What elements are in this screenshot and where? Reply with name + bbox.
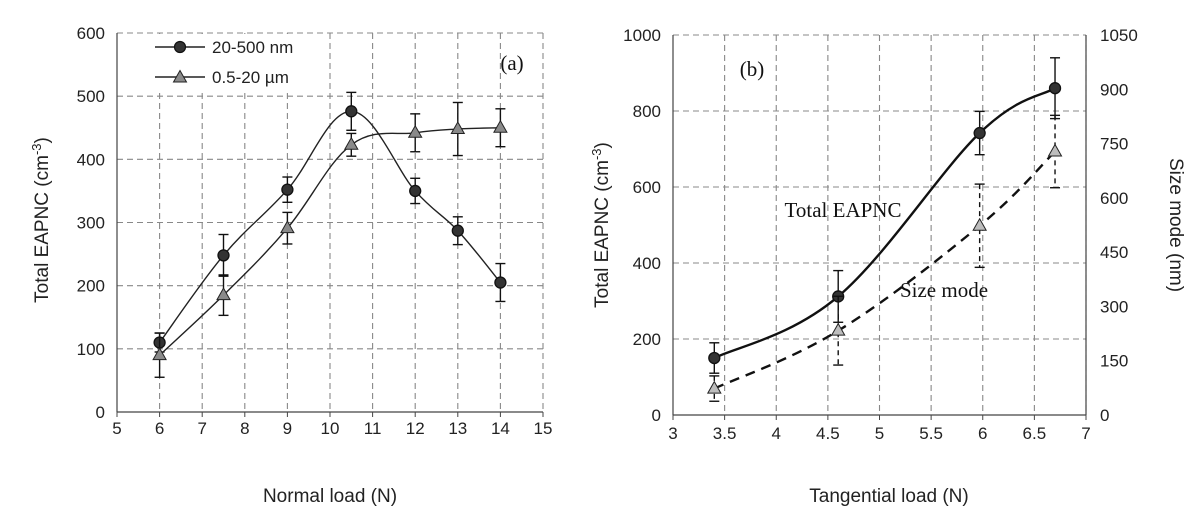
x-tick-label: 15 bbox=[534, 419, 553, 438]
data-point-triangle bbox=[407, 124, 423, 138]
chart-b-y2label: Size mode (nm) bbox=[1165, 158, 1186, 292]
y-tick-label: 100 bbox=[77, 340, 105, 359]
y-tick-label: 600 bbox=[77, 24, 105, 43]
data-point-triangle bbox=[1047, 143, 1063, 157]
y-tick-label: 200 bbox=[77, 277, 105, 296]
y2-tick-label: 900 bbox=[1100, 80, 1128, 99]
x-tick-label: 8 bbox=[240, 419, 249, 438]
chart-b-series bbox=[706, 57, 1063, 402]
chart-b-grid bbox=[673, 34, 1087, 415]
y2-tick-label: 300 bbox=[1100, 297, 1128, 316]
data-point-triangle bbox=[493, 119, 508, 133]
chart-a-series bbox=[152, 91, 508, 378]
y2-tick-label: 1050 bbox=[1100, 26, 1138, 45]
x-tick-label: 12 bbox=[406, 419, 425, 438]
y-tick-label: 0 bbox=[652, 406, 661, 425]
chart-a-ylabel: Total EAPNC (cm-3) bbox=[29, 137, 53, 303]
x-tick-label: 5 bbox=[112, 419, 121, 438]
legend-marker-um bbox=[172, 69, 188, 83]
y2-tick-label: 450 bbox=[1100, 243, 1128, 262]
series-line-1 bbox=[713, 150, 1056, 390]
data-point-circle bbox=[708, 351, 721, 365]
legend-label-um: 0.5-20 µm bbox=[212, 68, 289, 87]
x-tick-label: 11 bbox=[364, 419, 382, 438]
chart-a-axes bbox=[116, 33, 544, 417]
x-tick-label: 10 bbox=[321, 419, 340, 438]
x-tick-label: 6 bbox=[155, 419, 164, 438]
x-tick-label: 4 bbox=[772, 424, 781, 443]
x-tick-label: 13 bbox=[448, 419, 467, 438]
data-point-circle bbox=[409, 184, 422, 198]
series-line-1 bbox=[159, 127, 501, 356]
y-tick-label: 400 bbox=[633, 254, 661, 273]
chart-b-ticks: 3 3.5 4 4.5 5 5.5 6 6.5 702004006008001000015030… bbox=[623, 26, 1138, 443]
x-tick-label: 6 bbox=[978, 424, 987, 443]
data-point-circle bbox=[451, 224, 464, 237]
x-tick-label: 3 bbox=[668, 424, 677, 443]
chart-b: 3 3.5 4 4.5 5 5.5 6 6.5 702004006008001000015030… bbox=[589, 26, 1186, 507]
data-point-triangle bbox=[972, 217, 988, 231]
y2-tick-label: 0 bbox=[1100, 406, 1109, 425]
data-point-circle bbox=[494, 276, 507, 289]
chart-b-xlabel: Tangential load (N) bbox=[809, 486, 968, 507]
data-point-triangle bbox=[450, 120, 466, 135]
legend-marker-nm bbox=[173, 40, 187, 54]
x-tick-label: 5.5 bbox=[919, 424, 943, 443]
chart-a-ticks: 5 6 7 8 9 10 11 12 13 14 15 0 100 200 300 400 500 600 bbox=[77, 24, 553, 438]
data-point-circle bbox=[1048, 82, 1062, 95]
data-point-circle bbox=[973, 126, 986, 140]
y2-tick-label: 600 bbox=[1100, 189, 1128, 208]
data-point-triangle bbox=[280, 220, 295, 234]
data-point-triangle bbox=[152, 347, 167, 361]
y-tick-label: 800 bbox=[633, 102, 661, 121]
chart-b-annotation-total: Total EAPNC bbox=[785, 198, 902, 222]
chart-a-xlabel: Normal load (N) bbox=[263, 486, 397, 507]
y-tick-label: 0 bbox=[96, 403, 105, 422]
y-tick-label: 600 bbox=[633, 178, 661, 197]
chart-b-ylabel: Total EAPNC (cm-3) bbox=[589, 142, 613, 308]
y-tick-label: 400 bbox=[77, 150, 105, 169]
x-tick-label: 14 bbox=[491, 419, 510, 438]
chart-b-axes bbox=[672, 35, 1087, 420]
x-tick-label: 7 bbox=[197, 419, 206, 438]
legend-background bbox=[118, 34, 328, 92]
x-tick-label: 9 bbox=[283, 419, 292, 438]
y-tick-label: 300 bbox=[77, 214, 105, 233]
series-line-0 bbox=[713, 87, 1056, 360]
data-point-circle bbox=[345, 105, 358, 118]
data-point-triangle bbox=[216, 287, 231, 301]
chart-a-panel-label: (a) bbox=[500, 51, 523, 75]
y2-tick-label: 150 bbox=[1100, 352, 1128, 371]
chart-b-panel-label: (b) bbox=[740, 57, 765, 81]
y2-tick-label: 750 bbox=[1100, 135, 1128, 154]
x-tick-label: 3.5 bbox=[713, 424, 737, 443]
legend-label-nm: 20-500 nm bbox=[212, 38, 293, 57]
x-tick-label: 5 bbox=[875, 424, 884, 443]
y-tick-label: 200 bbox=[633, 330, 661, 349]
chart-a: 5 6 7 8 9 10 11 12 13 14 15 0 100 200 300 400 500 600 Nor… bbox=[29, 24, 552, 507]
x-tick-label: 7 bbox=[1081, 424, 1090, 443]
data-point-circle bbox=[281, 183, 294, 196]
y-tick-label: 500 bbox=[77, 87, 105, 106]
data-point-triangle bbox=[343, 136, 359, 150]
x-tick-label: 6.5 bbox=[1023, 424, 1047, 443]
chart-a-grid bbox=[117, 32, 544, 412]
chart-a-legend: 20-500 nm 0.5-20 µm bbox=[118, 34, 328, 92]
data-point-triangle bbox=[830, 322, 846, 336]
y-tick-label: 1000 bbox=[623, 26, 661, 45]
data-point-circle bbox=[217, 249, 230, 262]
chart-b-annotation-size: Size mode bbox=[900, 278, 988, 302]
x-tick-label: 4.5 bbox=[816, 424, 840, 443]
data-point-triangle bbox=[706, 380, 722, 394]
